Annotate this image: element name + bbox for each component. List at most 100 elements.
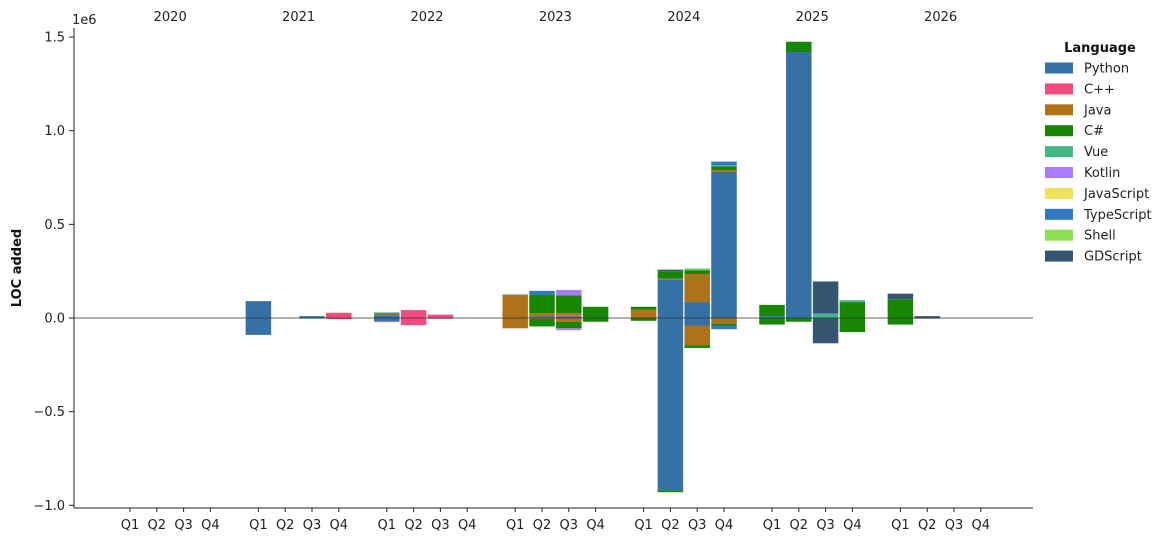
x-tick-label: Q4	[715, 518, 734, 533]
legend-label: Java	[1083, 103, 1111, 118]
y-scale-label: 1e6	[72, 13, 97, 28]
bar-segment	[529, 313, 555, 317]
x-tick-label: Q1	[634, 518, 653, 533]
bar-segment	[657, 269, 684, 272]
x-tick-label: Q1	[249, 518, 268, 533]
bar-segment	[684, 268, 710, 270]
legend-label: TypeScript	[1083, 208, 1152, 223]
bar-segment	[529, 294, 555, 314]
x-tick-label: Q4	[330, 518, 349, 533]
bar-segment	[684, 269, 710, 271]
x-tick-label: Q1	[891, 518, 910, 533]
bar-segment	[299, 316, 325, 318]
bar-segment	[786, 318, 812, 322]
x-tick-label: Q3	[816, 518, 835, 533]
year-label: 2020	[154, 10, 187, 25]
bar-segment	[684, 273, 710, 303]
bar-segment	[374, 312, 400, 314]
legend-swatch	[1045, 208, 1073, 220]
legend-swatch	[1045, 104, 1073, 116]
bar-segment	[839, 318, 866, 333]
bar-segment	[812, 281, 839, 314]
x-tick-label: Q2	[790, 518, 809, 533]
legend-swatch	[1045, 146, 1073, 158]
bar-segment	[711, 170, 737, 172]
bar-segment	[630, 309, 657, 318]
x-tick-label: Q1	[121, 518, 140, 533]
bar-segment	[711, 166, 737, 171]
x-tick-label: Q4	[201, 518, 220, 533]
legend-swatch	[1045, 229, 1073, 241]
bar-segment	[374, 318, 400, 322]
year-label: 2025	[796, 10, 829, 25]
bar-segment	[374, 314, 400, 316]
bar-segment	[786, 41, 812, 53]
legend-label: Kotlin	[1084, 166, 1120, 181]
year-label: 2024	[667, 10, 700, 25]
bar-segment	[887, 293, 914, 300]
bar-segment	[326, 318, 352, 320]
x-tick-label: Q3	[303, 518, 322, 533]
y-tick-label: 0.0	[44, 312, 65, 327]
year-label: 2021	[282, 10, 315, 25]
bar-segment	[657, 271, 684, 279]
x-tick-label: Q2	[404, 518, 423, 533]
bar-segment	[374, 315, 400, 318]
bar-segment	[556, 321, 582, 329]
bar-segment	[914, 316, 940, 318]
bar-segment	[684, 270, 710, 274]
bar-segment	[657, 490, 684, 493]
bar-segment	[887, 318, 914, 325]
bar-segment	[812, 314, 839, 318]
bar-segment	[427, 314, 454, 318]
x-tick-label: Q3	[560, 518, 579, 533]
y-tick-label: 1.5	[44, 31, 65, 46]
bar-segment	[711, 161, 737, 166]
bar-segment	[374, 313, 400, 315]
y-tick-label: 1.0	[44, 124, 65, 139]
y-axis-label: LOC added	[10, 229, 25, 307]
x-tick-label: Q4	[586, 518, 605, 533]
bar-segment	[556, 316, 582, 318]
bar-segment	[630, 318, 657, 321]
x-tick-label: Q1	[378, 518, 397, 533]
x-tick-label: Q2	[148, 518, 167, 533]
year-label: 2022	[410, 10, 443, 25]
bar-segment	[786, 52, 812, 319]
legend-swatch	[1045, 187, 1073, 199]
year-label: 2026	[924, 10, 957, 25]
x-tick-label: Q3	[174, 518, 193, 533]
y-ticks: −1.0 −0.5 0.0 0.5 1.0 1.5	[33, 31, 74, 514]
x-tick-label: Q2	[276, 518, 295, 533]
legend-swatch	[1045, 125, 1073, 137]
bar-segment	[684, 325, 710, 346]
year-labels: 2020 2021 2022 2023 2024 2025 2026	[154, 10, 957, 25]
bar-segment	[582, 318, 609, 322]
bar-segment	[326, 312, 352, 318]
legend-swatch	[1045, 62, 1073, 74]
x-tick-label: Q4	[972, 518, 991, 533]
bar-segment	[556, 328, 582, 331]
x-tick-label: Q2	[533, 518, 552, 533]
bar-segment	[759, 316, 785, 318]
x-ticks: Q1 Q2 Q3 Q4 Q1 Q2 Q3 Q4 Q1 Q2 Q3 Q4 Q1 Q2 Q3 Q4 Q1 Q2 Q3 Q4…	[121, 508, 990, 533]
bar-segment	[684, 318, 710, 326]
bar-segment	[711, 323, 737, 326]
legend-swatch	[1045, 83, 1073, 95]
legend-label: JavaScript	[1083, 187, 1149, 202]
bar-segment	[502, 295, 528, 318]
bar-segment	[839, 302, 866, 318]
axes	[73, 28, 1033, 509]
legend-label: GDScript	[1084, 250, 1142, 265]
bar-segment	[657, 318, 684, 491]
legend-items: Python C++ Java C# Vue Kotlin JavaScript TypeSc…	[1045, 62, 1152, 265]
bar-segment	[245, 318, 272, 335]
y-tick-label: 0.5	[44, 218, 65, 233]
y-tick-label: −1.0	[33, 499, 65, 514]
bar-segment	[529, 290, 555, 295]
bar-segment	[630, 306, 657, 310]
x-tick-label: Q4	[843, 518, 862, 533]
legend: Language Python C++ Java C# Vue Kotlin JavaScr…	[1045, 41, 1152, 265]
bar-segment	[657, 279, 684, 318]
